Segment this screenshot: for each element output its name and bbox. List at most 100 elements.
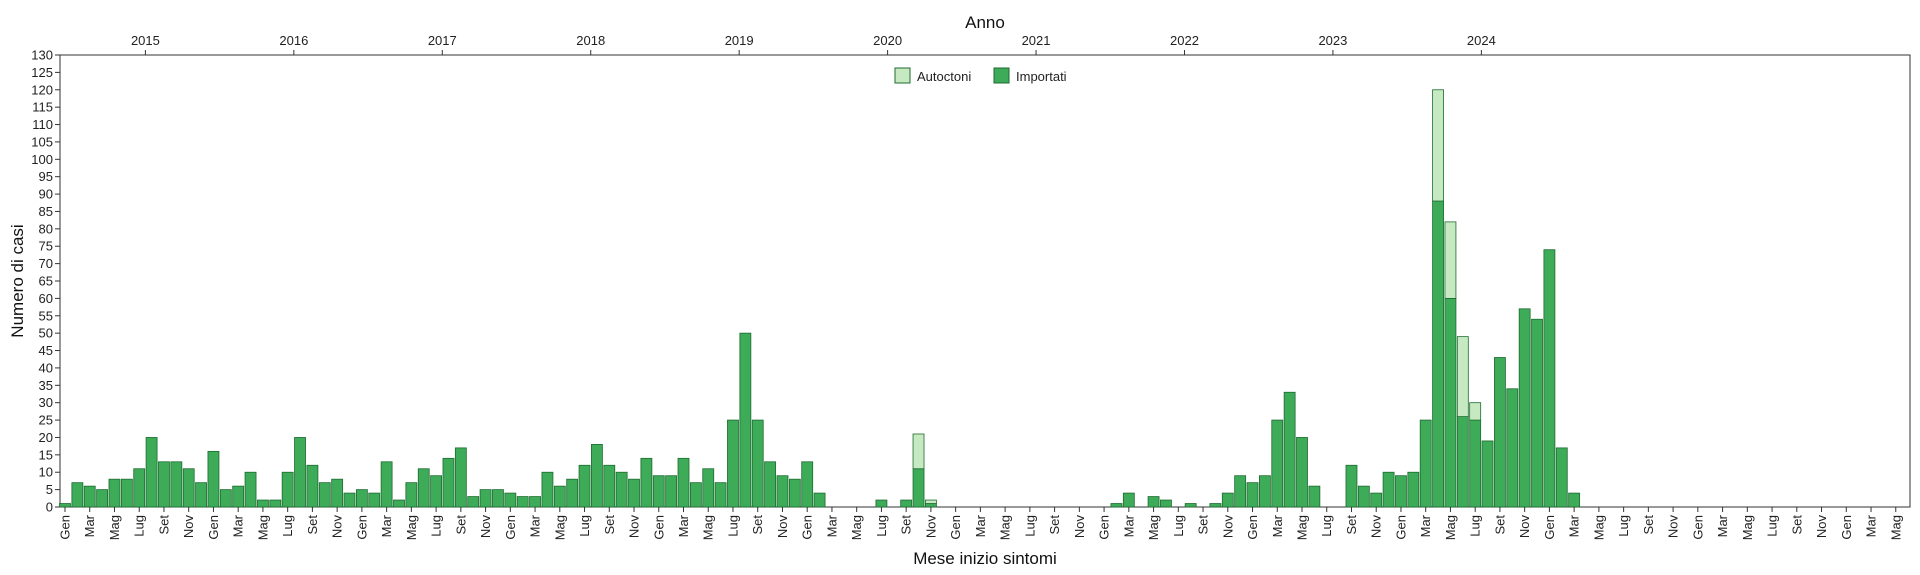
bar-importati [120,478,133,508]
bar-importati [1221,492,1234,508]
x-tick-label: Nov [1517,515,1532,539]
x-tick-label: Nov [775,515,790,539]
bar-importati [1357,485,1370,508]
x-tick-label: Mag [1146,515,1161,540]
bar-importati [875,499,888,508]
x-tick-label: Gen [58,515,73,540]
bar-importati [479,489,492,508]
x-tick-label: Nov [181,515,196,539]
x-tick-label: Mag [998,515,1013,540]
bar-importati [1494,357,1506,508]
x-tick-label: Lug [1171,515,1186,537]
x-tick-label: Lug [874,515,889,537]
y-tick-label: 35 [39,378,53,393]
x-tick-label: Mar [1270,514,1285,537]
bar-importati [578,464,591,508]
y-tick-label: 110 [32,117,53,132]
bar-importati [182,468,195,508]
x-tick-label: Lug [280,515,295,537]
bar-importati [1160,499,1172,508]
bar-importati [219,489,232,508]
bar-importati [689,482,702,508]
x-tick-label: Lug [132,515,147,537]
bar-importati [776,475,789,508]
bar-autoctoni [925,499,937,504]
year-tick-label: 2017 [428,33,457,48]
bar-importati [393,499,405,508]
x-axis-years: 2015 2016 2017 2018 2019 2020 2021 2022 2023 2024 [131,33,1496,55]
bar-importati [764,461,776,508]
x-axis-months: Gen Mar Mag Lug Set Nov Gen Mar Mag Lug Set Nov Gen M… [58,507,1903,540]
bar-importati [1432,200,1444,508]
bar-group [59,89,1581,508]
bar-importati [1209,503,1222,508]
y-tick-label: 45 [39,343,53,358]
bar-importati [739,332,752,508]
x-tick-label: Mar [1121,514,1136,537]
y-tick-label: 95 [39,169,53,184]
x-tick-label: Lug [1319,515,1334,537]
bar-importati [1122,492,1135,508]
bar-importati [1444,297,1457,508]
bar-importati [677,457,690,508]
bar-importati [504,492,517,508]
bar-importati [652,475,665,508]
bar-importati [727,419,739,508]
x-tick-label: Gen [1393,515,1408,540]
year-tick-label: 2021 [1022,33,1051,48]
x-tick-label: Mag [552,515,567,540]
x-tick-label: Gen [1097,515,1112,540]
y-tick-label: 120 [31,82,53,97]
x-tick-label: Mar [1715,514,1730,537]
y-tick-label: 80 [39,221,53,236]
plot-frame [59,54,1911,508]
y-tick-label: 55 [39,308,53,323]
bar-importati [566,478,579,508]
bar-importati [1283,391,1296,508]
bar-importati [492,489,504,508]
bar-importati [83,485,96,508]
bar-importati [1296,437,1308,508]
x-tick-label: Set [750,515,765,535]
top-axis-title: Anno [965,13,1005,32]
bar-importati [900,499,913,508]
bar-importati [1555,447,1568,508]
x-tick-label: Lug [429,515,444,537]
x-tick-label: Set [156,515,171,535]
bar-importati [244,471,257,508]
bar-importati [467,496,480,508]
x-tick-label: Nov [1666,515,1681,539]
bar-importati [615,471,628,508]
x-tick-label: Mag [404,515,419,540]
bar-importati [553,485,566,508]
year-tick-label: 2015 [131,33,160,48]
bar-importati [1345,464,1358,508]
bar-importati [1234,475,1247,508]
x-tick-label: Nov [1072,515,1087,539]
x-tick-label: Gen [651,515,666,540]
y-tick-label: 100 [31,152,53,167]
x-tick-label: Mar [1418,514,1433,537]
bar-importati [281,471,294,508]
bar-importati [294,437,306,508]
bar-importati [145,437,158,508]
x-tick-label: Nov [330,515,345,539]
x-tick-label: Mar [973,514,988,537]
bar-importati [640,457,653,508]
bar-importati [207,450,220,508]
y-axis: 0 5 10 15 20 25 30 35 40 45 50 55 60 65 70 75 80 85 90 95 10… [31,48,60,515]
x-tick-label: Set [1492,515,1507,535]
y-tick-label: 70 [39,256,53,271]
legend-label-autoctoni: Autoctoni [917,69,971,84]
x-tick-label: Lug [577,515,592,537]
y-tick-label: 60 [39,291,53,306]
bar-importati [628,478,640,508]
bar-importati [529,496,541,508]
bar-importati [96,489,109,508]
bar-importati [603,464,616,508]
x-tick-label: Gen [1690,515,1705,540]
bar-importati [1184,503,1197,508]
bar-importati [541,471,554,508]
y-tick-label: 0 [46,500,53,515]
